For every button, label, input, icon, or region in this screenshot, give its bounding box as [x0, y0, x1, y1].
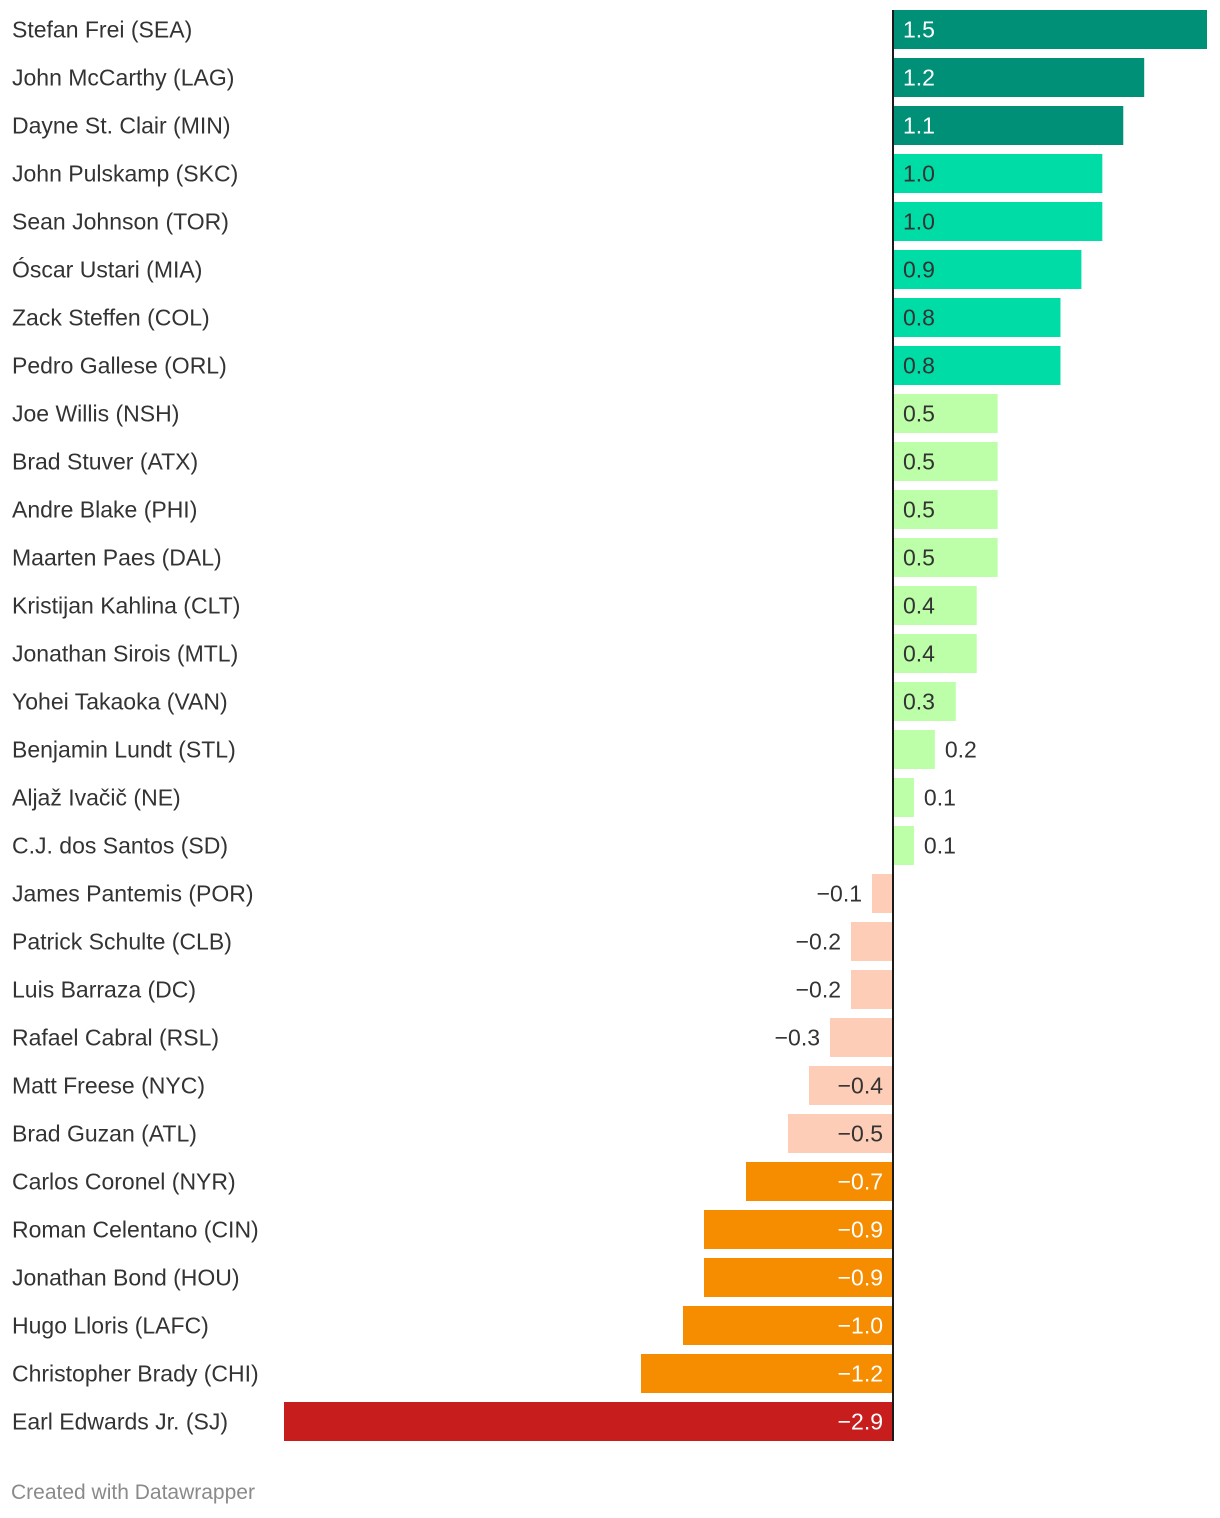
bar: [893, 730, 935, 769]
bar: [704, 1258, 893, 1297]
value-label: 0.8: [903, 305, 935, 331]
category-label: James Pantemis (POR): [12, 881, 254, 907]
bar: [893, 538, 998, 577]
category-label: Matt Freese (NYC): [12, 1073, 205, 1099]
bar: [893, 778, 914, 817]
value-label: −0.2: [796, 977, 841, 1003]
bar: [893, 58, 1145, 97]
value-label: −0.9: [838, 1265, 883, 1291]
value-label: 0.4: [903, 641, 935, 667]
bar: [893, 298, 1061, 337]
value-label: 0.9: [903, 257, 935, 283]
category-label: C.J. dos Santos (SD): [12, 833, 228, 859]
bar: [788, 1114, 893, 1153]
value-label: −1.2: [838, 1361, 883, 1387]
category-label: Christopher Brady (CHI): [12, 1361, 259, 1387]
bar: [893, 202, 1103, 241]
category-label: Brad Stuver (ATX): [12, 449, 198, 475]
bar: [893, 346, 1061, 385]
value-label: −0.5: [838, 1121, 883, 1147]
category-label: Maarten Paes (DAL): [12, 545, 222, 571]
bar: [641, 1354, 893, 1393]
category-label: Rafael Cabral (RSL): [12, 1025, 219, 1051]
value-label: 1.1: [903, 113, 935, 139]
bar: [893, 394, 998, 433]
value-label: −0.7: [838, 1169, 883, 1195]
category-label: Sean Johnson (TOR): [12, 209, 229, 235]
category-label: Zack Steffen (COL): [12, 305, 210, 331]
bar: [284, 1402, 893, 1441]
bar: [893, 682, 956, 721]
value-label: 0.2: [945, 737, 977, 763]
category-label: Andre Blake (PHI): [12, 497, 197, 523]
category-label: Stefan Frei (SEA): [12, 17, 192, 43]
category-label: Brad Guzan (ATL): [12, 1121, 197, 1147]
category-label: Pedro Gallese (ORL): [12, 353, 227, 379]
category-label: John Pulskamp (SKC): [12, 161, 238, 187]
category-label: Roman Celentano (CIN): [12, 1217, 259, 1243]
category-label: Dayne St. Clair (MIN): [12, 113, 231, 139]
category-label: Patrick Schulte (CLB): [12, 929, 232, 955]
value-label: −0.9: [838, 1217, 883, 1243]
value-label: 1.5: [903, 17, 935, 43]
bar: [893, 634, 977, 673]
value-label: −0.3: [775, 1025, 820, 1051]
bar: [893, 826, 914, 865]
bar: [893, 250, 1082, 289]
category-label: Yohei Takaoka (VAN): [12, 689, 228, 715]
value-label: −1.0: [838, 1313, 883, 1339]
value-label: 0.8: [903, 353, 935, 379]
value-label: 0.5: [903, 545, 935, 571]
value-label: −0.1: [817, 881, 862, 907]
category-label: Óscar Ustari (MIA): [12, 257, 202, 283]
category-label: Benjamin Lundt (STL): [12, 737, 236, 763]
bar: [683, 1306, 893, 1345]
category-label: Jonathan Bond (HOU): [12, 1265, 240, 1291]
bar: [851, 922, 893, 961]
bar: [893, 106, 1124, 145]
value-label: 0.4: [903, 593, 935, 619]
value-label: −0.2: [796, 929, 841, 955]
value-label: 0.1: [924, 785, 956, 811]
category-label: Carlos Coronel (NYR): [12, 1169, 236, 1195]
category-label: Joe Willis (NSH): [12, 401, 179, 427]
bar: [893, 586, 977, 625]
bar: [851, 970, 893, 1009]
category-label: Aljaž Ivačič (NE): [12, 785, 181, 811]
bar: [893, 154, 1103, 193]
bar: [893, 490, 998, 529]
value-label: 1.0: [903, 161, 935, 187]
bar: [893, 10, 1207, 49]
value-label: −0.4: [838, 1073, 884, 1099]
category-label: Jonathan Sirois (MTL): [12, 641, 238, 667]
bar: [893, 442, 998, 481]
category-label: Hugo Lloris (LAFC): [12, 1313, 209, 1339]
bar: [830, 1018, 893, 1057]
value-label: −2.9: [838, 1409, 883, 1435]
category-label: Luis Barraza (DC): [12, 977, 196, 1003]
bar-chart: Stefan Frei (SEA) 1.5 John McCarthy (LAG) 1…: [12, 10, 1207, 1441]
value-label: 0.1: [924, 833, 956, 859]
category-label: John McCarthy (LAG): [12, 65, 234, 91]
value-label: 0.5: [903, 401, 935, 427]
bar: [704, 1210, 893, 1249]
value-label: 0.5: [903, 449, 935, 475]
category-label: Kristijan Kahlina (CLT): [12, 593, 240, 619]
value-label: 1.2: [903, 65, 935, 91]
datawrapper-credit: Created with Datawrapper: [11, 1481, 255, 1504]
value-label: 1.0: [903, 209, 935, 235]
bar: [809, 1066, 893, 1105]
bar: [872, 874, 893, 913]
value-label: 0.3: [903, 689, 935, 715]
value-label: 0.5: [903, 497, 935, 523]
category-label: Earl Edwards Jr. (SJ): [12, 1409, 228, 1435]
bar: [746, 1162, 893, 1201]
